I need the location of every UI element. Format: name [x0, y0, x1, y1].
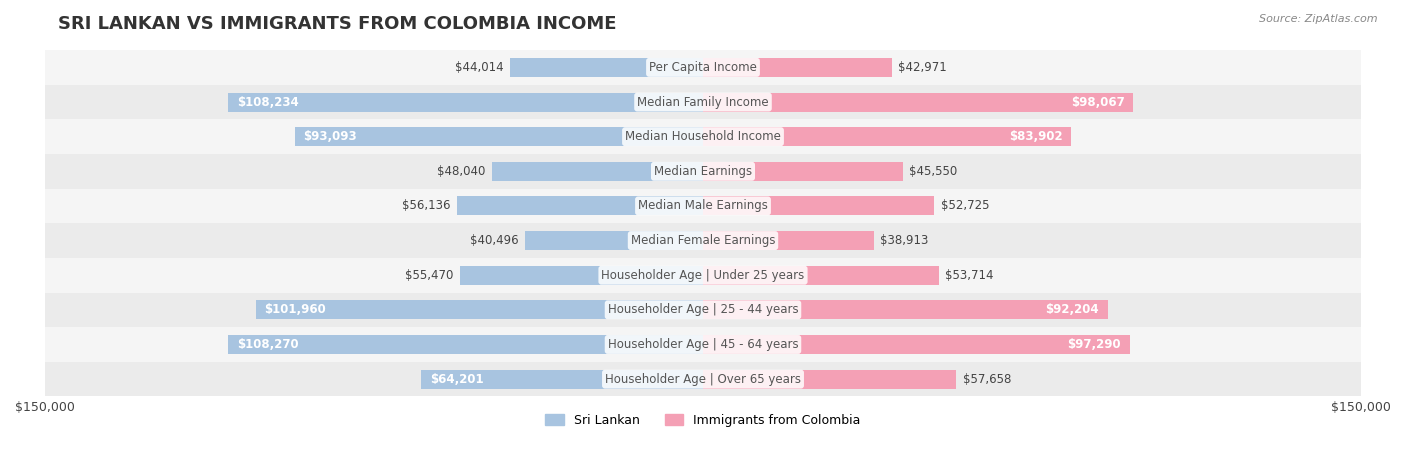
Bar — [256, 300, 703, 319]
Bar — [460, 266, 703, 285]
Text: $44,014: $44,014 — [454, 61, 503, 74]
Text: Median Family Income: Median Family Income — [637, 96, 769, 108]
Text: $38,913: $38,913 — [880, 234, 929, 247]
Legend: Sri Lankan, Immigrants from Colombia: Sri Lankan, Immigrants from Colombia — [540, 409, 866, 432]
Text: Householder Age | Over 65 years: Householder Age | Over 65 years — [605, 373, 801, 386]
Text: Householder Age | Under 25 years: Householder Age | Under 25 years — [602, 269, 804, 282]
Bar — [295, 127, 703, 146]
Text: Median Female Earnings: Median Female Earnings — [631, 234, 775, 247]
Text: $57,658: $57,658 — [963, 373, 1011, 386]
Bar — [228, 335, 703, 354]
Bar — [510, 58, 703, 77]
Bar — [45, 362, 1361, 396]
Bar — [703, 92, 1133, 112]
Bar — [45, 292, 1361, 327]
Text: SRI LANKAN VS IMMIGRANTS FROM COLOMBIA INCOME: SRI LANKAN VS IMMIGRANTS FROM COLOMBIA I… — [58, 15, 617, 33]
Bar — [45, 258, 1361, 292]
Bar — [703, 58, 891, 77]
Bar — [703, 197, 935, 215]
Text: $93,093: $93,093 — [304, 130, 357, 143]
Text: $52,725: $52,725 — [941, 199, 990, 212]
Text: $45,550: $45,550 — [910, 165, 957, 178]
Bar — [228, 92, 703, 112]
Text: Source: ZipAtlas.com: Source: ZipAtlas.com — [1260, 14, 1378, 24]
Text: $48,040: $48,040 — [437, 165, 485, 178]
Bar — [45, 189, 1361, 223]
Text: $97,290: $97,290 — [1067, 338, 1121, 351]
Text: Householder Age | 45 - 64 years: Householder Age | 45 - 64 years — [607, 338, 799, 351]
Text: $98,067: $98,067 — [1071, 96, 1125, 108]
Bar — [45, 327, 1361, 362]
Text: Householder Age | 25 - 44 years: Householder Age | 25 - 44 years — [607, 304, 799, 316]
Bar — [703, 300, 1108, 319]
Text: Median Male Earnings: Median Male Earnings — [638, 199, 768, 212]
Text: Median Household Income: Median Household Income — [626, 130, 780, 143]
Text: Per Capita Income: Per Capita Income — [650, 61, 756, 74]
Text: $40,496: $40,496 — [470, 234, 519, 247]
Bar — [703, 127, 1071, 146]
Text: $64,201: $64,201 — [430, 373, 484, 386]
Bar — [45, 223, 1361, 258]
Text: $92,204: $92,204 — [1045, 304, 1098, 316]
Text: $83,902: $83,902 — [1008, 130, 1063, 143]
Bar — [703, 231, 873, 250]
Bar — [703, 369, 956, 389]
Bar — [457, 197, 703, 215]
Text: $55,470: $55,470 — [405, 269, 453, 282]
Bar — [422, 369, 703, 389]
Bar — [526, 231, 703, 250]
Bar — [703, 335, 1130, 354]
Bar — [703, 162, 903, 181]
Text: Median Earnings: Median Earnings — [654, 165, 752, 178]
Bar — [45, 85, 1361, 120]
Bar — [492, 162, 703, 181]
Bar — [703, 266, 939, 285]
Bar — [45, 154, 1361, 189]
Bar — [45, 50, 1361, 85]
Text: $108,234: $108,234 — [238, 96, 298, 108]
Bar — [45, 120, 1361, 154]
Text: $108,270: $108,270 — [236, 338, 298, 351]
Text: $53,714: $53,714 — [945, 269, 994, 282]
Text: $101,960: $101,960 — [264, 304, 326, 316]
Text: $42,971: $42,971 — [898, 61, 946, 74]
Text: $56,136: $56,136 — [402, 199, 450, 212]
